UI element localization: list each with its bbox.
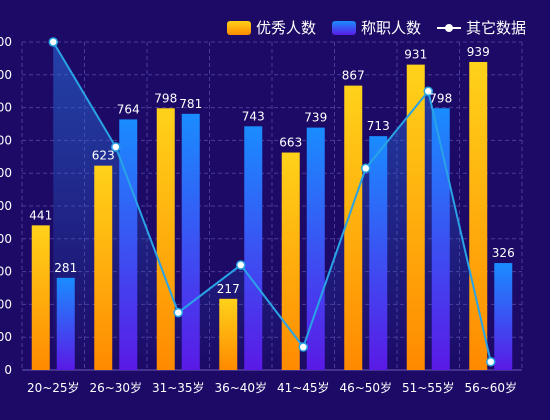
bar <box>56 277 75 370</box>
x-axis: 20~25岁 26~30岁 31~35岁 36~40岁 41~45岁 46~50岁 51~5… <box>22 369 522 395</box>
bar <box>94 165 113 370</box>
y-axis: 0 100 200 300 400 500 600 700 800 900 1000 <box>0 35 12 377</box>
legend-label-series-c: 其它数据 <box>466 19 526 37</box>
line-point <box>423 86 433 96</box>
bar-value-label: 798 <box>154 91 177 105</box>
bar <box>156 108 175 371</box>
x-tick-label: 36~40岁 <box>214 380 267 395</box>
bar-value-label: 713 <box>367 119 390 133</box>
line-point <box>361 163 371 174</box>
line-point <box>236 260 246 270</box>
bar-value-label: 623 <box>92 149 115 163</box>
bar <box>431 108 450 371</box>
legend: 优秀人数 称职人数 其它数据 <box>227 19 526 37</box>
y-tick-label: 600 <box>0 166 12 180</box>
bar-value-label: 867 <box>342 69 365 83</box>
bar <box>281 152 300 370</box>
line-path <box>52 41 492 363</box>
y-tick-label: 400 <box>0 232 12 246</box>
bar <box>344 85 363 371</box>
bar-value-label: 217 <box>217 282 240 296</box>
bar <box>306 127 325 370</box>
bar-value-label: 743 <box>242 109 265 123</box>
y-tick-label: 500 <box>0 199 12 213</box>
legend-label-series-a: 优秀人数 <box>256 19 316 37</box>
bar-value-label: 281 <box>54 261 77 275</box>
value-labels: 441 623 798 217 663 867 931 939 281 764 781 743 739 7… <box>29 45 514 296</box>
x-tick-label: 51~55岁 <box>402 380 455 395</box>
y-tick-label: 900 <box>0 68 12 82</box>
line-point <box>298 342 308 352</box>
y-tick-label: 700 <box>0 133 12 147</box>
legend-item-series-a[interactable]: 优秀人数 <box>227 19 316 37</box>
bar-value-label: 781 <box>179 97 202 111</box>
bar <box>119 119 138 371</box>
bar <box>494 263 513 370</box>
bar-value-label: 764 <box>117 102 140 116</box>
x-tick-label: 20~25岁 <box>27 380 80 395</box>
bar <box>219 298 238 370</box>
y-tick-label: 300 <box>0 265 12 279</box>
legend-label-series-b: 称职人数 <box>361 19 421 37</box>
bar-value-label: 931 <box>404 48 427 62</box>
bar <box>469 62 488 371</box>
y-tick-label: 800 <box>0 101 12 115</box>
x-tick-label: 41~45岁 <box>277 380 330 395</box>
bar-value-label: 939 <box>467 45 490 59</box>
x-tick-label: 56~60岁 <box>464 380 517 395</box>
x-tick-label: 46~50岁 <box>339 380 392 395</box>
bar-value-label: 798 <box>429 91 452 105</box>
line-point <box>111 142 121 152</box>
line-point <box>486 357 496 367</box>
y-tick-label: 100 <box>0 330 12 344</box>
bar <box>244 126 263 371</box>
legend-item-series-b[interactable]: 称职人数 <box>332 19 421 37</box>
line-point <box>48 37 58 47</box>
legend-item-series-c[interactable]: 其它数据 <box>437 19 526 37</box>
y-tick-label: 200 <box>0 297 12 311</box>
bar <box>369 136 388 370</box>
y-tick-label: 1000 <box>0 35 12 49</box>
legend-swatch-series-a <box>227 21 251 35</box>
line-series <box>48 37 496 367</box>
bar <box>31 225 50 370</box>
bar-value-label: 739 <box>304 111 327 125</box>
legend-marker-series-c <box>445 24 453 32</box>
bar <box>406 64 425 370</box>
bar-value-label: 441 <box>29 208 52 222</box>
legend-swatch-series-b <box>332 21 356 35</box>
bar-value-label: 663 <box>279 136 302 150</box>
y-tick-label: 0 <box>4 363 12 377</box>
bar <box>181 113 200 370</box>
x-tick-label: 31~35岁 <box>152 380 205 395</box>
x-tick-label: 26~30岁 <box>89 380 142 395</box>
bar-value-label: 326 <box>492 246 515 260</box>
line-point <box>173 307 183 318</box>
